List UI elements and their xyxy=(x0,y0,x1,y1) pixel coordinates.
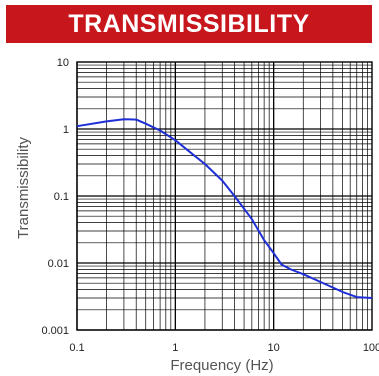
x-tick-labels: 0.1 1 10 100 xyxy=(69,342,379,354)
y-axis-label: Transmissibility xyxy=(15,137,32,239)
y-tick-label: 1 xyxy=(63,124,69,136)
x-tick-label: 10 xyxy=(268,342,280,354)
x-axis-label: Frequency (Hz) xyxy=(170,357,273,374)
y-tick-label: 10 xyxy=(57,57,69,69)
x-tick-label: 100 xyxy=(363,342,379,354)
y-tick-label: 0.1 xyxy=(54,191,69,203)
y-tick-label: 0.001 xyxy=(41,325,69,337)
series-layer xyxy=(76,118,373,299)
y-tick-labels: 0.001 0.01 0.1 1 10 xyxy=(41,57,69,337)
x-tick-label: 1 xyxy=(172,342,178,354)
series-line-0 xyxy=(76,118,373,299)
plot-frame xyxy=(76,61,373,331)
x-tick-label: 0.1 xyxy=(69,342,84,354)
y-tick-label: 0.01 xyxy=(48,258,69,270)
chart-title: TRANSMISSIBILITY xyxy=(68,9,310,38)
title-banner: TRANSMISSIBILITY xyxy=(6,5,372,43)
